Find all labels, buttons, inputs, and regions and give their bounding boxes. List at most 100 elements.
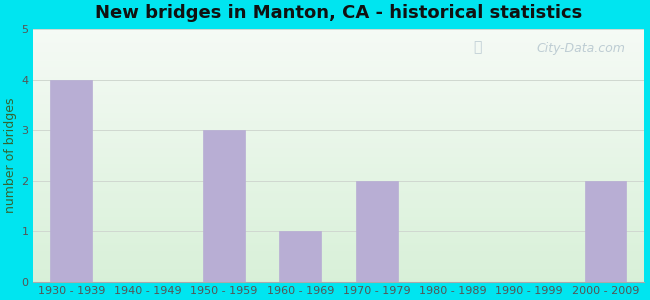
Bar <box>33 270 643 272</box>
Bar <box>33 82 643 83</box>
Bar <box>33 255 643 256</box>
Bar <box>33 227 643 229</box>
Bar <box>33 201 643 202</box>
Bar <box>33 195 643 196</box>
Bar <box>33 160 643 162</box>
Bar <box>33 236 643 238</box>
Bar <box>33 90 643 91</box>
Bar <box>33 111 643 112</box>
Bar <box>33 116 643 118</box>
Bar <box>33 85 643 86</box>
Bar <box>33 216 643 217</box>
Bar <box>33 152 643 153</box>
Bar <box>33 249 643 250</box>
Bar <box>33 193 643 195</box>
Bar <box>33 88 643 90</box>
Bar <box>33 136 643 138</box>
Bar <box>33 157 643 158</box>
Bar <box>33 124 643 125</box>
Bar <box>33 155 643 157</box>
Bar <box>33 198 643 200</box>
Bar <box>33 107 643 109</box>
Bar <box>33 140 643 142</box>
Bar <box>33 87 643 88</box>
Bar <box>33 262 643 263</box>
Bar <box>33 173 643 174</box>
Bar <box>33 42 643 43</box>
Bar <box>33 63 643 64</box>
Bar <box>33 264 643 265</box>
Bar <box>33 164 643 166</box>
Bar <box>33 46 643 47</box>
Bar <box>33 67 643 68</box>
Bar <box>33 55 643 56</box>
Bar <box>33 232 643 234</box>
Bar <box>33 202 643 203</box>
Bar <box>33 171 643 172</box>
Bar <box>33 229 643 230</box>
Bar <box>33 131 643 133</box>
Bar <box>33 275 643 277</box>
Bar <box>33 34 643 36</box>
Bar <box>33 203 643 205</box>
Bar <box>33 184 643 186</box>
Bar <box>33 123 643 124</box>
Bar <box>33 75 643 76</box>
Bar <box>33 182 643 183</box>
Bar <box>280 231 321 282</box>
Bar <box>33 245 643 246</box>
Bar <box>33 258 643 259</box>
Bar <box>33 176 643 177</box>
Bar <box>33 200 643 201</box>
Bar <box>33 239 643 240</box>
Bar <box>33 118 643 119</box>
Bar <box>33 277 643 278</box>
Bar <box>33 221 643 222</box>
Bar <box>33 177 643 178</box>
Bar <box>33 71 643 72</box>
Bar <box>33 191 643 192</box>
Bar <box>33 86 643 87</box>
Bar <box>33 172 643 173</box>
Bar <box>33 135 643 136</box>
Bar <box>33 126 643 128</box>
Bar <box>33 154 643 155</box>
Bar <box>33 138 643 139</box>
Bar <box>33 217 643 219</box>
Bar <box>33 241 643 242</box>
Bar <box>33 109 643 110</box>
Bar <box>33 226 643 227</box>
Bar <box>33 139 643 140</box>
Bar <box>33 240 643 241</box>
Bar <box>203 130 245 282</box>
Bar <box>33 70 643 71</box>
Bar <box>33 130 643 131</box>
Bar <box>33 254 643 255</box>
Bar <box>33 147 643 148</box>
Bar <box>33 104 643 105</box>
Bar <box>33 250 643 251</box>
Bar <box>33 166 643 167</box>
Bar <box>33 268 643 269</box>
Bar <box>33 95 643 96</box>
Bar <box>33 62 643 63</box>
Bar <box>33 112 643 114</box>
Bar <box>33 144 643 146</box>
Bar <box>33 168 643 170</box>
Bar <box>33 148 643 149</box>
Title: New bridges in Manton, CA - historical statistics: New bridges in Manton, CA - historical s… <box>95 4 582 22</box>
Bar <box>33 246 643 247</box>
Bar <box>33 29 643 31</box>
Bar <box>33 196 643 197</box>
Bar <box>33 50 643 51</box>
Bar <box>33 174 643 176</box>
Bar <box>33 119 643 120</box>
Bar <box>33 36 643 37</box>
Bar <box>33 167 643 168</box>
Text: ⓘ: ⓘ <box>473 40 482 55</box>
Bar <box>33 74 643 75</box>
Bar <box>33 219 643 220</box>
Bar <box>33 101 643 103</box>
Bar <box>33 273 643 274</box>
Bar <box>33 43 643 44</box>
